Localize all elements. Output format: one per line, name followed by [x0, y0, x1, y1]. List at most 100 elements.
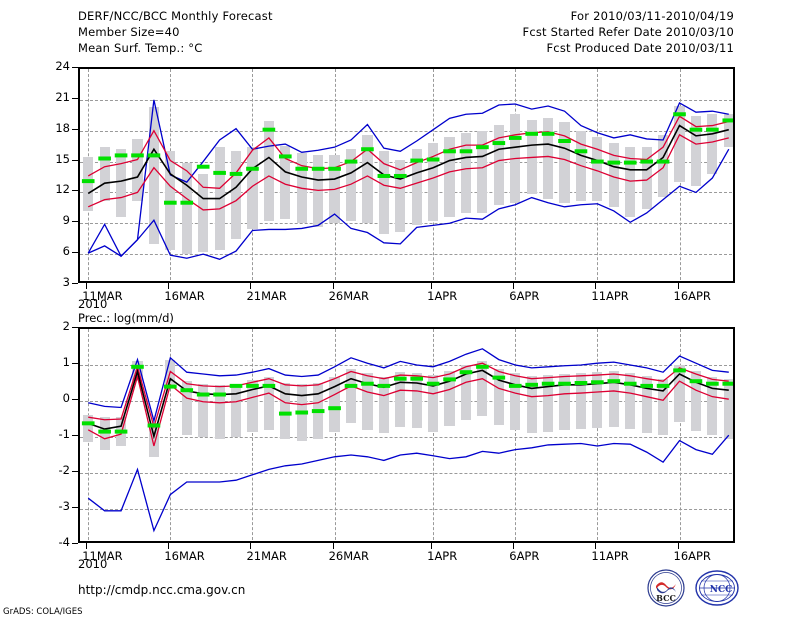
observed-dash	[295, 410, 309, 415]
y-tick-mark	[72, 283, 78, 284]
ensemble-spread-bar	[165, 151, 176, 251]
observed-dash	[722, 381, 733, 386]
precipitation-series-layer	[81, 348, 733, 533]
observed-dash	[656, 159, 670, 164]
temperature-chart-panel	[78, 67, 735, 283]
series-line-upper-quartile	[88, 362, 729, 430]
ensemble-spread-bar	[674, 106, 685, 183]
observed-dash	[426, 381, 440, 386]
ensemble-spread-bar	[345, 149, 357, 222]
observed-dash	[361, 381, 374, 386]
y-tick-label: 1	[62, 355, 70, 369]
ensemble-spread-bar	[428, 143, 439, 222]
ensemble-spread-bar	[214, 384, 225, 439]
x-tick-mark	[431, 543, 433, 549]
observed-dash	[262, 127, 276, 132]
observed-dash	[180, 388, 194, 393]
observed-dash	[410, 158, 424, 163]
observed-dash	[229, 171, 243, 176]
x-tick-mark	[513, 543, 515, 549]
ensemble-spread-bar	[247, 380, 258, 432]
cmdp-url-link[interactable]: http://cmdp.ncc.cma.gov.cn	[78, 583, 246, 597]
observed-dash	[410, 376, 424, 381]
axis-year-top: 2010	[78, 297, 108, 311]
observed-dash	[262, 383, 276, 388]
observed-dash	[706, 127, 719, 132]
observed-dash	[492, 375, 506, 380]
ensemble-spread-bar	[444, 371, 455, 427]
observed-dash	[689, 379, 703, 384]
observed-dash	[525, 131, 539, 136]
ensemble-spread-bar	[181, 162, 192, 255]
x-tick-mark	[332, 543, 334, 549]
observed-dash	[328, 406, 341, 411]
x-tick-label: 21MAR	[246, 549, 287, 563]
ensemble-spread-bar	[723, 114, 733, 148]
gridline-horizontal	[80, 254, 733, 256]
ensemble-spread-bar	[198, 173, 209, 253]
ensemble-spread-bar	[575, 372, 587, 430]
observed-dash	[706, 381, 719, 386]
observed-dash	[131, 364, 144, 369]
observed-dash	[476, 364, 489, 369]
gridline-vertical	[679, 329, 681, 541]
y-tick-mark	[72, 399, 78, 400]
gridline-vertical	[597, 329, 599, 541]
gridline-vertical	[334, 329, 336, 541]
x-tick-mark	[86, 283, 88, 289]
observed-dash	[246, 383, 259, 388]
x-tick-label: 11APR	[591, 549, 629, 563]
y-tick-mark	[72, 221, 78, 223]
series-line-lower-quartile	[87, 133, 729, 211]
observed-dash	[213, 170, 226, 175]
ensemble-spread-bar	[723, 378, 733, 439]
y-tick-mark	[72, 128, 78, 130]
forecast-started-date-label: Fcst Started Refer Date 2010/03/10	[522, 25, 734, 39]
ncc-logo: NCC	[693, 568, 741, 614]
ensemble-spread-bar	[132, 138, 143, 201]
x-tick-label: 16APR	[673, 549, 711, 563]
ensemble-spread-bar	[543, 118, 554, 199]
ensemble-spread-bar	[674, 365, 685, 422]
y-tick-label: 2	[62, 319, 70, 333]
ensemble-spread-bar	[707, 114, 718, 174]
ensemble-spread-bar	[460, 132, 472, 213]
series-line-lower-quartile	[87, 373, 729, 447]
y-tick-mark	[72, 67, 78, 68]
page-title: DERF/NCC/BCC Monthly Forecast	[78, 9, 273, 23]
ensemble-spread-bar	[280, 383, 291, 439]
observed-dash	[295, 166, 309, 171]
observed-dash	[558, 381, 571, 386]
y-tick-label: -4	[58, 535, 70, 549]
x-tick-label: 21MAR	[246, 289, 287, 303]
series-line-ensemble-mean	[87, 124, 729, 200]
observed-dash	[722, 118, 733, 123]
observed-dash	[525, 382, 539, 387]
temperature-series-layer	[81, 99, 733, 260]
observed-dash	[81, 179, 95, 184]
svg-text:BCC: BCC	[656, 593, 676, 603]
ensemble-spread-bar	[99, 147, 110, 201]
x-tick-mark	[677, 543, 679, 549]
gridline-horizontal	[80, 437, 733, 438]
x-tick-mark	[250, 543, 252, 549]
y-tick-mark	[72, 471, 78, 472]
ensemble-spread-bar	[690, 371, 702, 431]
observed-marker-group	[81, 364, 733, 434]
observed-dash	[574, 149, 588, 154]
observed-dash	[673, 112, 686, 117]
observed-dash	[541, 381, 555, 386]
observed-dash	[508, 135, 522, 140]
y-tick-mark	[72, 363, 78, 364]
ensemble-spread-bar	[526, 375, 537, 434]
ensemble-spread-bar	[543, 375, 554, 432]
ensemble-spread-bar	[395, 372, 406, 427]
x-tick-mark	[168, 543, 170, 549]
logo-group: BCC NCC	[645, 568, 750, 610]
gridline-horizontal	[80, 365, 733, 366]
ensemble-spread-bar	[493, 368, 504, 426]
gridline-vertical	[433, 329, 435, 541]
y-tick-mark	[72, 543, 78, 544]
ensemble-spread-bar	[477, 130, 488, 213]
x-tick-label: 11MAR	[82, 549, 123, 563]
